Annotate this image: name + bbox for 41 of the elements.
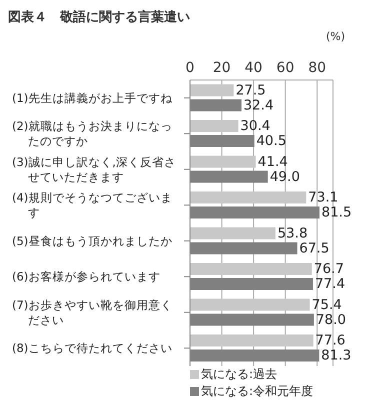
data-label: 40.5 bbox=[256, 133, 286, 150]
x-tick-label: 20 bbox=[212, 60, 231, 76]
data-label: 30.4 bbox=[240, 118, 270, 134]
data-label: 75.4 bbox=[312, 296, 342, 313]
y-tick-label: (4)規則でそうなつてございます bbox=[12, 190, 172, 220]
x-tick-label: 0 bbox=[186, 60, 194, 76]
x-tick-label: 40 bbox=[244, 60, 262, 76]
data-label: 41.4 bbox=[258, 154, 288, 170]
data-label: 81.3 bbox=[321, 348, 352, 364]
bar bbox=[190, 156, 256, 168]
data-label: 27.5 bbox=[236, 82, 266, 98]
bar bbox=[190, 227, 276, 240]
bar bbox=[190, 263, 312, 276]
data-label: 53.8 bbox=[277, 225, 308, 242]
data-label: 77.4 bbox=[314, 276, 346, 292]
data-label: 32.4 bbox=[243, 97, 274, 114]
y-tick-label: (3)誠に申し訳なく,深く反省させていただきます bbox=[12, 154, 176, 184]
legend-label: 気になる:過去 bbox=[201, 366, 278, 383]
bar bbox=[190, 334, 314, 347]
data-label: 77.6 bbox=[315, 332, 346, 349]
data-label: 67.5 bbox=[299, 240, 330, 256]
bar bbox=[190, 120, 238, 132]
data-label: 49.0 bbox=[270, 168, 300, 185]
x-tick-label: 80 bbox=[308, 60, 326, 76]
bar bbox=[190, 84, 234, 96]
y-tick-label: (5)昼食はもう頂かれましたか bbox=[12, 234, 172, 248]
x-axis-title: (%) bbox=[326, 30, 346, 43]
y-tick-label: (1)先生は講義がお上手ですね bbox=[12, 90, 174, 105]
data-label: 78.0 bbox=[316, 312, 346, 328]
data-label: 73.1 bbox=[308, 190, 338, 206]
y-tick-label: (7)お歩きやすい靴を御用意ください bbox=[12, 298, 172, 327]
data-label: 76.7 bbox=[314, 261, 344, 278]
x-tick-label: 60 bbox=[276, 60, 294, 76]
y-tick-label: (2)就職はもうお決まりになったのですか bbox=[12, 119, 172, 148]
y-tick-label: (6)お客様が参られています bbox=[12, 270, 160, 284]
legend-label: 気になる:令和元年度 bbox=[201, 383, 314, 400]
bar bbox=[190, 298, 310, 311]
chart-title: 図表４ 敬語に関する言葉遣い bbox=[8, 8, 191, 27]
data-label: 81.5 bbox=[321, 204, 352, 221]
bar bbox=[190, 192, 306, 204]
y-tick-label: (8)こちらで待たれてください bbox=[12, 341, 172, 356]
